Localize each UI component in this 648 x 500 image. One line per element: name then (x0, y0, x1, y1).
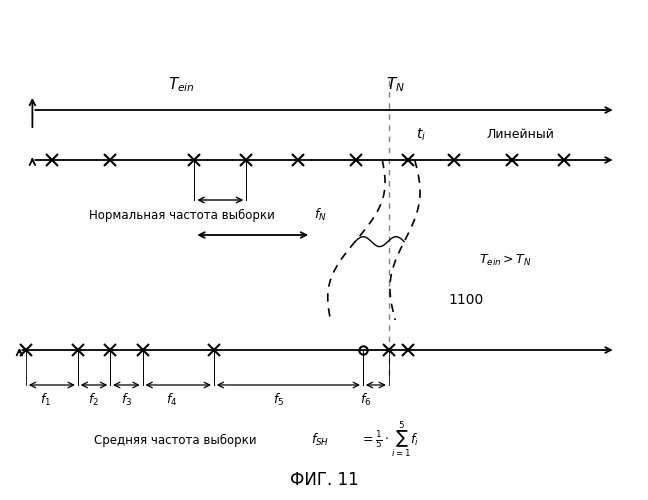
Text: $f_3$: $f_3$ (121, 392, 132, 408)
Text: $T_{ein}$: $T_{ein}$ (168, 76, 195, 94)
Text: $T_N$: $T_N$ (386, 76, 405, 94)
Text: Средняя частота выборки: Средняя частота выборки (94, 434, 256, 446)
Text: $f_1$: $f_1$ (40, 392, 51, 408)
Text: $= \frac{1}{5} \cdot \sum_{i=1}^{5} f_i$: $= \frac{1}{5} \cdot \sum_{i=1}^{5} f_i$ (360, 420, 419, 460)
Text: Линейный: Линейный (486, 128, 554, 141)
Text: $f_5$: $f_5$ (273, 392, 284, 408)
Text: $T_{ein} > T_N$: $T_{ein} > T_N$ (479, 252, 532, 268)
Text: 1100: 1100 (449, 293, 484, 307)
Text: $t_i$: $t_i$ (416, 127, 426, 143)
Text: $f_4$: $f_4$ (166, 392, 178, 408)
Text: Нормальная частота выборки: Нормальная частота выборки (89, 208, 274, 222)
Text: $f_N$: $f_N$ (314, 207, 327, 223)
Text: ФИГ. 11: ФИГ. 11 (290, 471, 358, 489)
Text: $f_6$: $f_6$ (360, 392, 372, 408)
Text: $f_2$: $f_2$ (89, 392, 99, 408)
Text: $f_{SH}$: $f_{SH}$ (311, 432, 329, 448)
